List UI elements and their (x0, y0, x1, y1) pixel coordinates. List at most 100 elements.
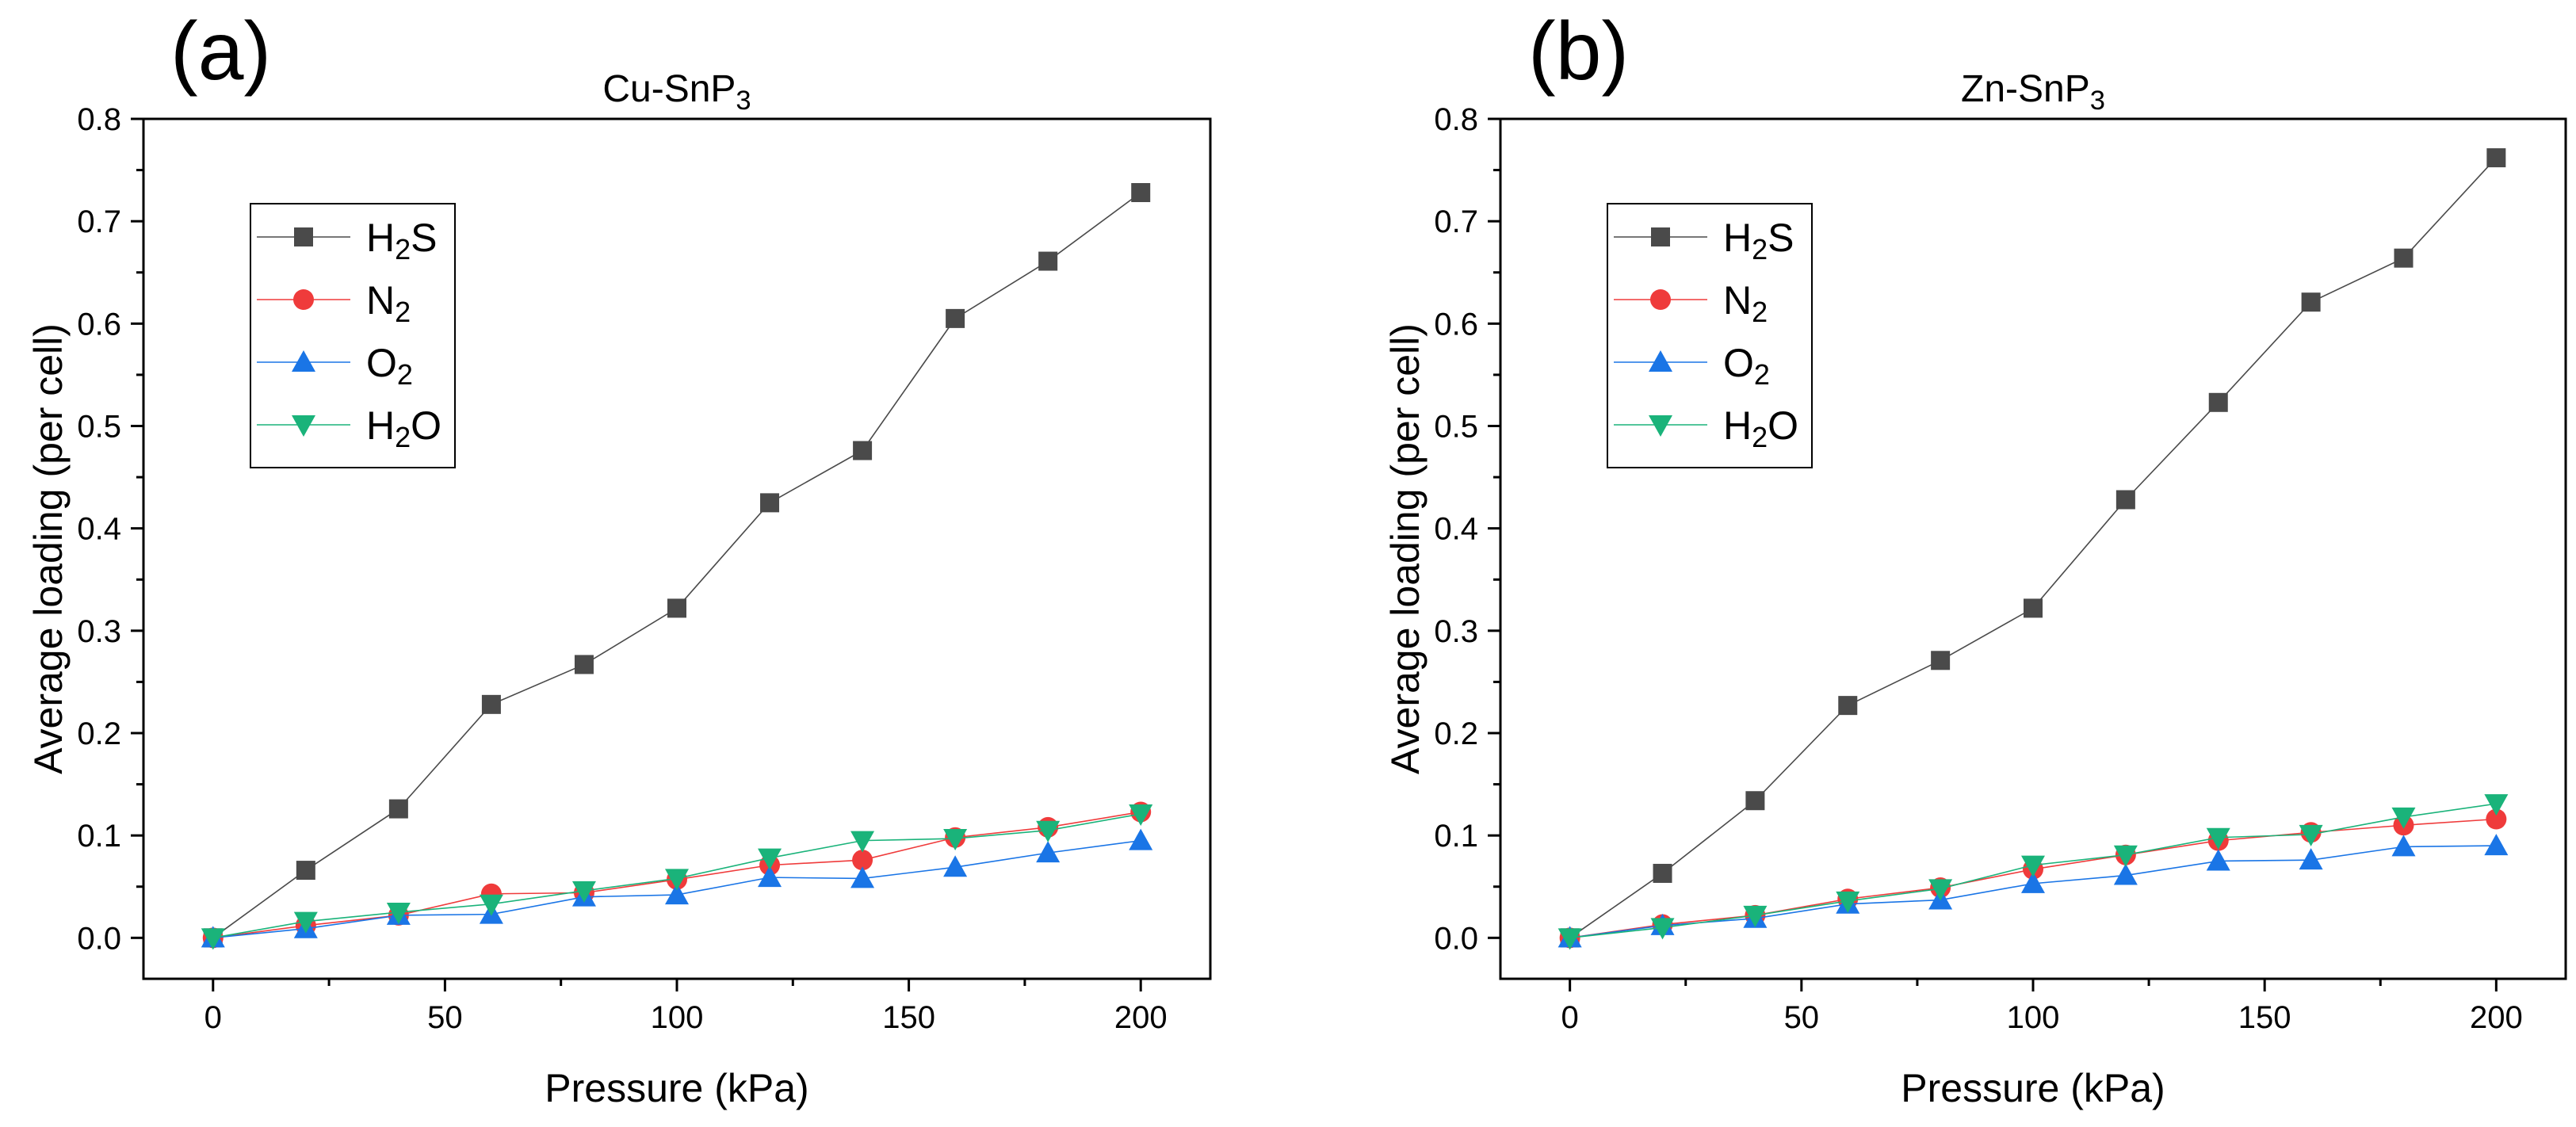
data-point (2208, 392, 2228, 412)
y-tick-label: 0.1 (77, 819, 121, 854)
data-point (1129, 828, 1153, 850)
data-point (2113, 845, 2138, 867)
legend-marker (292, 415, 315, 437)
y-tick-label: 0.7 (77, 204, 121, 239)
legend-label-main: O (1723, 341, 1754, 385)
y-tick-label: 0.0 (77, 921, 121, 956)
y-tick-label: 0.5 (1434, 410, 1478, 445)
chart-title-main: Cu-SnP (602, 68, 736, 110)
legend-box (1607, 203, 1813, 468)
y-tick-label: 0.4 (77, 512, 121, 547)
y-tick-label: 0.6 (77, 307, 121, 342)
data-point (850, 866, 875, 888)
data-point (574, 655, 594, 674)
data-point (946, 308, 965, 328)
legend-box (250, 203, 456, 468)
legend-label: N2 (1723, 278, 1768, 328)
data-point (1745, 791, 1765, 811)
data-point (1036, 841, 1061, 863)
data-point (1836, 891, 1860, 913)
data-point (481, 694, 501, 714)
x-tick-label: 100 (651, 1000, 704, 1035)
x-tick-label: 200 (2470, 1000, 2523, 1035)
chart-title: Zn-SnP3 (1961, 68, 2105, 116)
legend-label: H2S (366, 216, 438, 266)
legend-marker (1650, 289, 1671, 310)
panel-label: (a) (170, 6, 271, 97)
data-point (2024, 598, 2043, 618)
y-axis-title: Average loading (per cell) (26, 323, 71, 774)
legend-label-post: S (411, 216, 437, 260)
data-point (1557, 928, 1582, 950)
data-point (2301, 292, 2321, 312)
data-point (665, 883, 689, 905)
legend-label-post: O (411, 403, 441, 448)
legend-label-sub: 2 (1754, 358, 1770, 391)
legend-label-sub: 2 (395, 296, 411, 328)
legend-label-main: H (1723, 216, 1752, 260)
data-point (2299, 848, 2323, 870)
legend-label: H2O (366, 403, 441, 453)
x-tick-label: 100 (2007, 1000, 2060, 1035)
data-point (943, 829, 968, 851)
data-point (760, 493, 780, 513)
data-point (293, 911, 318, 934)
data-point (2391, 807, 2416, 829)
data-point (1650, 918, 1675, 940)
data-point (2113, 863, 2138, 885)
y-tick-label: 0.3 (77, 614, 121, 649)
chart-title-sub: 3 (736, 86, 751, 116)
legend-label: H2O (1723, 403, 1798, 453)
data-point (2021, 855, 2045, 877)
data-point (1838, 696, 1858, 716)
legend-label-sub: 2 (395, 421, 411, 453)
legend-label: O2 (366, 341, 413, 391)
data-point (853, 441, 873, 460)
data-point (758, 848, 782, 870)
panel-b: (b) Zn-SnP3 0 50 100 150 200 0.0 0.1 0.2 0.3 0.4 0.5… (1383, 6, 2567, 1110)
data-point (2021, 871, 2045, 893)
data-point (943, 855, 968, 877)
series-h2o (201, 804, 1153, 950)
legend-label-post: S (1768, 216, 1794, 260)
legend-label: H2S (1723, 216, 1794, 266)
data-point (571, 881, 596, 903)
y-tick-label: 0.4 (1434, 512, 1478, 547)
data-point (2115, 490, 2135, 510)
data-point (2484, 834, 2509, 856)
y-tick-label: 0.5 (77, 410, 121, 445)
x-tick-label: 200 (1114, 1000, 1168, 1035)
legend-marker (294, 227, 313, 246)
y-tick-label: 0.8 (1434, 102, 1478, 137)
data-point (2391, 835, 2416, 857)
legend-label-main: N (366, 278, 395, 323)
legend-marker (293, 289, 314, 310)
data-point (1038, 251, 1058, 271)
y-tick-label: 0.2 (77, 716, 121, 751)
data-point (2206, 849, 2230, 871)
x-tick-label: 0 (204, 1000, 222, 1035)
data-point (1931, 651, 1951, 670)
data-point (852, 850, 873, 871)
legend-label: N2 (366, 278, 411, 328)
series-o2 (1557, 834, 2509, 948)
x-axis-title: Pressure (kPa) (1901, 1066, 2165, 1110)
panel-label: (b) (1528, 6, 1629, 97)
data-point (1036, 820, 1061, 842)
data-point (667, 598, 686, 618)
legend-marker (1649, 350, 1672, 372)
legend-marker (292, 350, 315, 372)
legend-marker (1651, 227, 1670, 246)
data-point (758, 865, 782, 888)
y-tick-label: 0.3 (1434, 614, 1478, 649)
series-h2o (1557, 794, 2509, 950)
data-point (1129, 804, 1153, 827)
legend-label: O2 (1723, 341, 1770, 391)
legend-marker (1649, 415, 1672, 437)
legend-label-main: H (1723, 403, 1752, 448)
data-point (665, 869, 689, 891)
legend-label-main: N (1723, 278, 1752, 323)
data-point (2486, 148, 2506, 168)
data-point (479, 894, 503, 916)
y-tick-label: 0.2 (1434, 716, 1478, 751)
